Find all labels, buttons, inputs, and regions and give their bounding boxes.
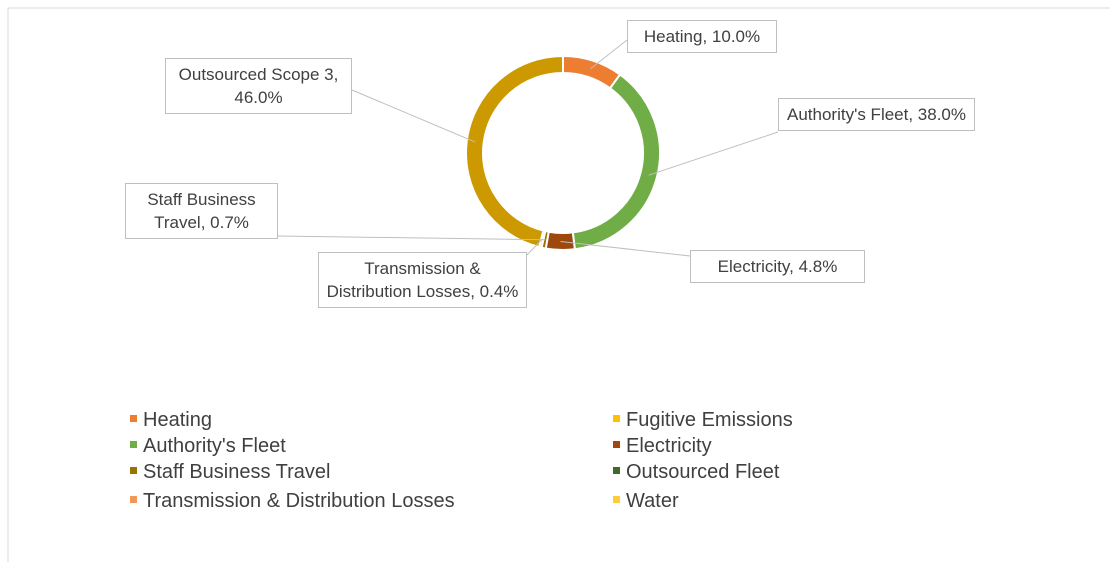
leader-line <box>351 89 476 143</box>
data-label: Staff Business Travel, 0.7% <box>125 183 278 239</box>
leader-line <box>590 39 628 70</box>
legend-swatch <box>613 415 620 423</box>
donut-slice <box>544 230 576 251</box>
donut-slice <box>562 54 622 90</box>
legend-item: Staff Business Travel <box>130 461 331 484</box>
leader-line <box>648 131 779 176</box>
legend-item: Water <box>613 490 679 513</box>
data-label: Electricity, 4.8% <box>690 250 865 283</box>
legend-swatch <box>130 496 137 504</box>
legend-swatch <box>130 467 137 475</box>
legend-item: Authority's Fleet <box>130 435 286 458</box>
leader-line <box>560 240 691 257</box>
legend-swatch <box>613 441 620 449</box>
donut-slice <box>465 54 564 249</box>
leader-line <box>526 238 543 256</box>
legend-item: Transmission & Distribution Losses <box>130 490 455 513</box>
donut-slice <box>571 73 661 251</box>
leader-line <box>277 235 546 241</box>
legend-swatch <box>613 496 620 504</box>
legend-item: Heating <box>130 409 212 432</box>
legend-label: Outsourced Fleet <box>626 461 780 483</box>
data-label: Heating, 10.0% <box>627 20 777 53</box>
legend-item: Electricity <box>613 435 712 458</box>
legend-swatch <box>130 415 137 423</box>
legend-item: Fugitive Emissions <box>613 409 793 432</box>
data-label: Transmission & Distribution Losses, 0.4% <box>318 252 527 308</box>
legend-label: Staff Business Travel <box>143 461 331 483</box>
legend-label: Transmission & Distribution Losses <box>143 490 455 512</box>
data-label: Authority's Fleet, 38.0% <box>778 98 975 131</box>
legend-label: Authority's Fleet <box>143 435 286 457</box>
legend-label: Water <box>626 490 679 512</box>
legend-label: Heating <box>143 409 212 431</box>
data-label: Outsourced Scope 3, 46.0% <box>165 58 352 114</box>
legend-label: Fugitive Emissions <box>626 409 793 431</box>
legend-item: Outsourced Fleet <box>613 461 779 484</box>
legend-label: Electricity <box>626 435 712 457</box>
legend-swatch <box>130 441 137 449</box>
legend-swatch <box>613 467 620 475</box>
